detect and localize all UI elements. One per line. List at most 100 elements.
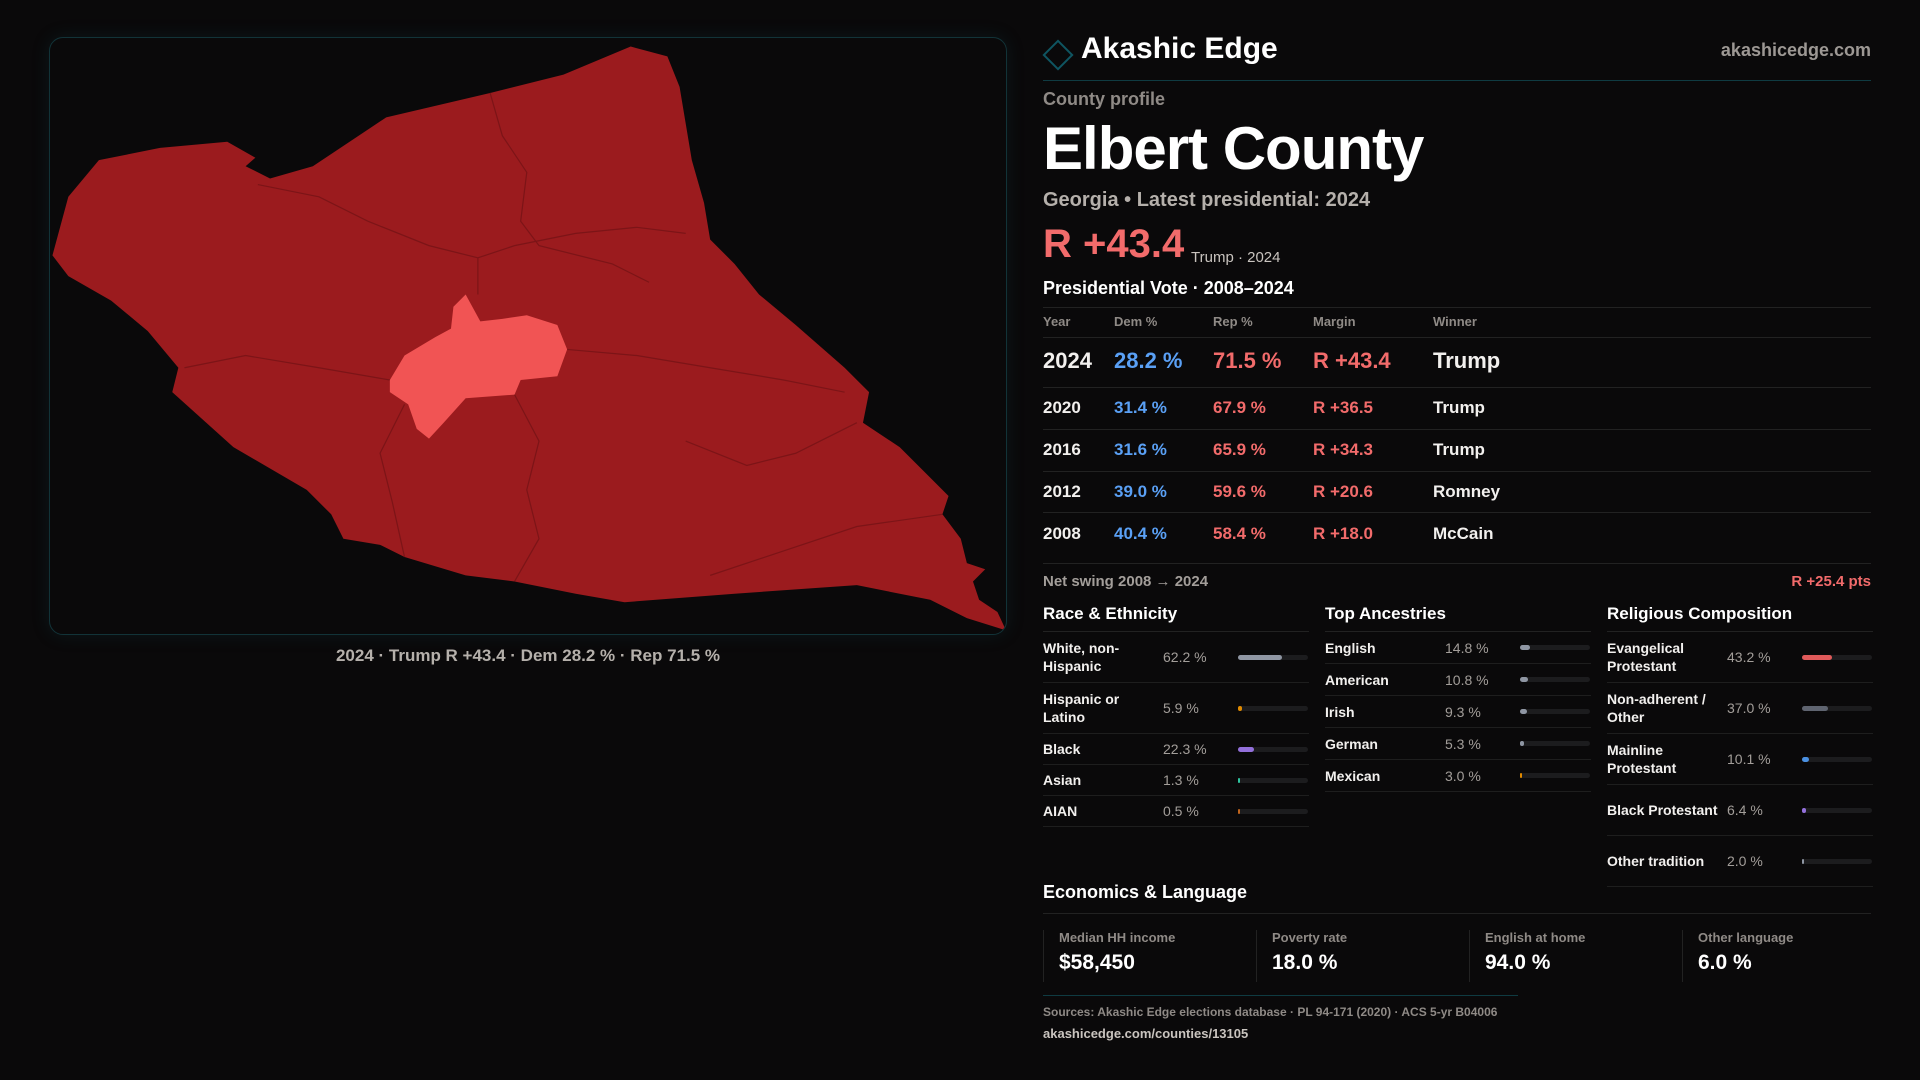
- cell-year: 2016: [1043, 440, 1081, 459]
- cell-margin: R +43.4: [1313, 348, 1391, 373]
- stat-label: Median HH income: [1059, 930, 1176, 945]
- col-year: Year: [1043, 314, 1071, 329]
- item-label: American: [1325, 671, 1389, 688]
- brand-name: Akashic Edge: [1081, 32, 1278, 65]
- item-label: Mainline Protestant: [1607, 742, 1677, 776]
- district-boundaries: [184, 92, 943, 582]
- item-label: Black Protestant: [1607, 802, 1718, 818]
- share-bar: [1238, 777, 1308, 783]
- share-bar-fill: [1802, 756, 1810, 762]
- race-title: Race & Ethnicity: [1043, 600, 1309, 632]
- col-rep: Rep %: [1213, 314, 1253, 329]
- share-bar: [1802, 756, 1872, 762]
- item-value: 37.0 %: [1727, 700, 1771, 716]
- share-bar: [1520, 645, 1590, 650]
- ancestry-item: Irish 9.3 %: [1325, 696, 1591, 728]
- cell-year: 2008: [1043, 524, 1081, 543]
- divider: [1043, 995, 1518, 996]
- item-value: 9.3 %: [1445, 703, 1481, 720]
- header: Akashic Edge akashicedge.com: [1042, 32, 1871, 72]
- share-bar-fill: [1238, 654, 1282, 660]
- item-label: Evangelical Protestant: [1607, 640, 1685, 674]
- race-item: Asian 1.3 %: [1043, 765, 1309, 796]
- divider: [1043, 387, 1871, 388]
- item-label: German: [1325, 735, 1378, 752]
- cell-dem: 31.6 %: [1114, 440, 1167, 459]
- religion-item: Other tradition 2.0 %: [1607, 836, 1873, 887]
- page-title: Elbert County: [1043, 115, 1424, 182]
- county-map[interactable]: [50, 38, 1006, 634]
- share-bar: [1520, 741, 1590, 746]
- race-section: Race & Ethnicity White, non-Hispanic 62.2 …: [1043, 600, 1309, 827]
- stat-value: 18.0 %: [1272, 951, 1338, 974]
- share-bar-fill: [1520, 741, 1524, 746]
- share-bar: [1802, 705, 1872, 711]
- share-bar-fill: [1520, 645, 1531, 650]
- cell-rep: 71.5 %: [1213, 348, 1282, 373]
- cell-dem: 28.2 %: [1114, 348, 1183, 373]
- share-bar-fill: [1238, 746, 1254, 752]
- divider: [1043, 913, 1871, 914]
- stat-label: Other language: [1698, 930, 1794, 945]
- stat-value: 94.0 %: [1485, 951, 1551, 974]
- cell-rep: 67.9 %: [1213, 398, 1266, 417]
- cell-year: 2024: [1043, 348, 1092, 373]
- cell-year: 2020: [1043, 398, 1081, 417]
- ancestry-section: Top Ancestries English 14.8 % American 10.8 …: [1325, 600, 1591, 792]
- item-label: Black: [1043, 741, 1081, 757]
- col-winner: Winner: [1433, 314, 1477, 329]
- race-item: Black 22.3 %: [1043, 734, 1309, 765]
- item-value: 22.3 %: [1163, 741, 1207, 757]
- divider: [1043, 512, 1871, 513]
- cell-margin: R +18.0: [1313, 524, 1374, 543]
- share-bar: [1238, 746, 1308, 752]
- header-divider: [1043, 80, 1871, 81]
- item-label: White, non-Hispanic: [1043, 640, 1120, 674]
- race-item: White, non-Hispanic 62.2 %: [1043, 632, 1309, 683]
- divider: [1043, 471, 1871, 472]
- subtitle: Georgia • Latest presidential: 2024: [1043, 189, 1371, 211]
- item-label: Non-adherent / Other: [1607, 691, 1706, 725]
- cell-winner: McCain: [1433, 524, 1494, 543]
- divider: [1043, 337, 1871, 338]
- headline-note: Trump · 2024: [1191, 249, 1281, 266]
- item-label: English: [1325, 639, 1376, 656]
- divider: [1043, 429, 1871, 430]
- share-bar: [1802, 654, 1872, 660]
- item-value: 5.3 %: [1445, 735, 1481, 752]
- religion-item: Black Protestant 6.4 %: [1607, 785, 1873, 836]
- cell-winner: Trump: [1433, 348, 1501, 373]
- item-value: 43.2 %: [1727, 649, 1771, 665]
- item-label: Asian: [1043, 772, 1082, 788]
- net-swing-value: R +25.4 pts: [1791, 573, 1871, 590]
- county-url[interactable]: akashicedge.com/counties/13105: [1043, 1026, 1249, 1041]
- cell-dem: 39.0 %: [1114, 482, 1167, 501]
- stat-card: English at home 94.0 %: [1469, 930, 1682, 982]
- item-label: AIAN: [1043, 803, 1078, 819]
- share-bar: [1520, 773, 1590, 778]
- cell-winner: Romney: [1433, 482, 1501, 501]
- item-label: Irish: [1325, 703, 1355, 720]
- share-bar: [1520, 709, 1590, 714]
- item-value: 62.2 %: [1163, 649, 1207, 665]
- share-bar: [1238, 808, 1308, 814]
- ancestry-title: Top Ancestries: [1325, 600, 1591, 632]
- share-bar-fill: [1238, 777, 1240, 783]
- cell-winner: Trump: [1433, 398, 1485, 417]
- site-link[interactable]: akashicedge.com: [1720, 40, 1871, 60]
- sources: Sources: Akashic Edge elections database…: [1043, 1005, 1498, 1019]
- cell-margin: R +36.5: [1313, 398, 1374, 417]
- share-bar-fill: [1520, 773, 1523, 778]
- share-bar-fill: [1802, 705, 1828, 711]
- economics-title: Economics & Language: [1043, 882, 1248, 902]
- map-caption: 2024 · Trump R +43.4 · Dem 28.2 % · Rep …: [335, 646, 721, 665]
- race-item: AIAN 0.5 %: [1043, 796, 1309, 827]
- stat-label: English at home: [1485, 930, 1586, 945]
- stat-card: Poverty rate 18.0 %: [1256, 930, 1469, 982]
- city-highlight[interactable]: [389, 294, 568, 439]
- vote-title: Presidential Vote · 2008–2024: [1043, 278, 1294, 298]
- share-bar: [1238, 654, 1308, 660]
- county-map-panel[interactable]: [49, 37, 1007, 635]
- item-value: 2.0 %: [1727, 853, 1763, 869]
- ancestry-item: English 14.8 %: [1325, 632, 1591, 664]
